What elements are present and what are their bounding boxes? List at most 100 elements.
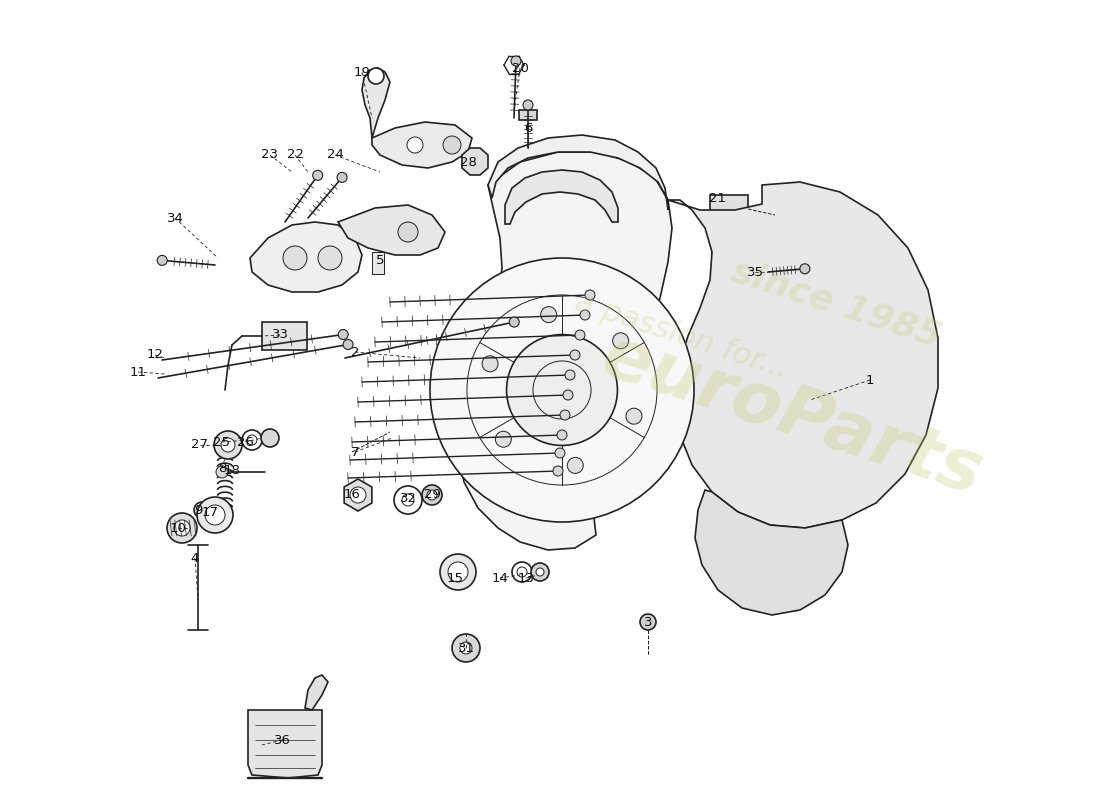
Circle shape [541, 306, 557, 322]
Circle shape [585, 290, 595, 300]
Text: 4: 4 [190, 551, 199, 565]
Text: 10: 10 [169, 522, 186, 534]
Text: euroParts: euroParts [593, 322, 991, 510]
Circle shape [556, 448, 565, 458]
Circle shape [495, 431, 512, 447]
Circle shape [350, 487, 366, 503]
Circle shape [221, 438, 235, 452]
Circle shape [368, 68, 384, 84]
Circle shape [560, 410, 570, 420]
Polygon shape [248, 710, 322, 778]
Circle shape [337, 172, 348, 182]
Polygon shape [695, 490, 848, 615]
Circle shape [402, 494, 414, 506]
Circle shape [427, 490, 437, 500]
Circle shape [407, 137, 424, 153]
Circle shape [553, 466, 563, 476]
Text: 24: 24 [327, 149, 343, 162]
Polygon shape [344, 479, 372, 511]
Text: 1: 1 [866, 374, 874, 386]
Circle shape [430, 258, 694, 522]
Circle shape [580, 310, 590, 320]
Circle shape [398, 222, 418, 242]
Text: 25: 25 [213, 435, 231, 449]
Circle shape [575, 330, 585, 340]
Text: 11: 11 [130, 366, 146, 378]
Polygon shape [338, 205, 446, 255]
Circle shape [613, 333, 628, 349]
Circle shape [174, 520, 190, 536]
Polygon shape [462, 148, 488, 175]
Circle shape [318, 246, 342, 270]
Circle shape [448, 562, 468, 582]
Bar [262, 322, 307, 350]
Polygon shape [305, 675, 328, 710]
Circle shape [205, 505, 225, 525]
Polygon shape [488, 135, 668, 210]
Circle shape [157, 255, 167, 266]
Circle shape [248, 435, 257, 445]
Circle shape [338, 330, 349, 339]
Text: 12: 12 [146, 349, 164, 362]
Text: 22: 22 [286, 149, 304, 162]
Text: 15: 15 [447, 571, 463, 585]
Text: 14: 14 [492, 571, 508, 585]
Circle shape [312, 170, 322, 180]
Text: a passion for...: a passion for... [572, 288, 792, 384]
Circle shape [261, 429, 279, 447]
Text: 9: 9 [194, 503, 202, 517]
Bar [710, 195, 748, 223]
Circle shape [640, 614, 656, 630]
Circle shape [563, 390, 573, 400]
Polygon shape [458, 152, 672, 550]
Text: 18: 18 [223, 463, 241, 477]
Circle shape [800, 264, 810, 274]
Circle shape [522, 100, 534, 110]
Text: 34: 34 [166, 211, 184, 225]
Text: 35: 35 [747, 266, 763, 278]
Circle shape [197, 497, 233, 533]
Circle shape [565, 370, 575, 380]
Circle shape [568, 458, 583, 474]
Circle shape [536, 568, 544, 576]
Circle shape [460, 642, 472, 654]
Circle shape [422, 485, 442, 505]
Bar [372, 252, 384, 274]
Circle shape [440, 554, 476, 590]
Text: 7: 7 [351, 446, 360, 458]
Text: 6: 6 [524, 122, 532, 134]
Circle shape [452, 634, 480, 662]
Circle shape [482, 356, 498, 372]
Circle shape [216, 466, 228, 478]
Text: 17: 17 [201, 506, 219, 518]
Circle shape [194, 502, 210, 518]
Circle shape [517, 567, 527, 577]
Text: 8: 8 [218, 462, 227, 474]
Text: 26: 26 [236, 435, 253, 449]
Text: 33: 33 [272, 329, 288, 342]
Text: 20: 20 [512, 62, 528, 74]
Text: 36: 36 [274, 734, 290, 746]
Polygon shape [668, 182, 938, 528]
Text: 27: 27 [191, 438, 209, 451]
Text: 23: 23 [262, 149, 278, 162]
Text: 16: 16 [343, 489, 361, 502]
Text: 32: 32 [399, 491, 417, 505]
Text: 29: 29 [424, 489, 440, 502]
Circle shape [626, 408, 642, 424]
Text: 31: 31 [458, 642, 474, 654]
Text: 28: 28 [460, 155, 476, 169]
Circle shape [512, 56, 521, 66]
Polygon shape [505, 170, 618, 224]
Circle shape [507, 334, 617, 446]
Bar [519, 110, 537, 120]
Circle shape [343, 339, 353, 350]
Circle shape [557, 430, 566, 440]
Circle shape [283, 246, 307, 270]
Circle shape [167, 513, 197, 543]
Text: 3: 3 [644, 615, 652, 629]
Circle shape [531, 563, 549, 581]
Text: 2: 2 [351, 346, 360, 358]
Circle shape [198, 506, 206, 514]
Circle shape [214, 431, 242, 459]
